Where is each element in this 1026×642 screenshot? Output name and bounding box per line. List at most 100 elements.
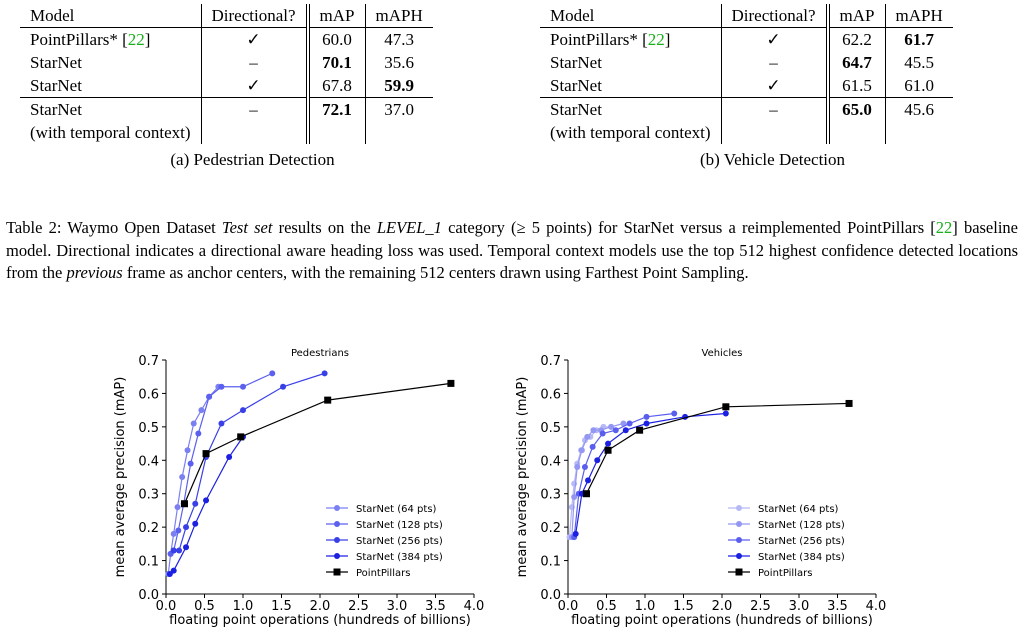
data-point xyxy=(324,396,332,404)
caption-text: category (≥ 5 points) for StarNet versus… xyxy=(441,218,936,237)
data-point xyxy=(636,426,644,434)
caption-text: frame as anchor centers, with the remain… xyxy=(122,263,749,282)
legend-label: StarNet (384 pts) xyxy=(758,552,845,563)
y-tick-label: 0.7 xyxy=(138,354,159,369)
maph-cell: 47.3 xyxy=(384,30,414,49)
chart-title: Pedestrians xyxy=(291,348,349,359)
data-point xyxy=(184,447,191,454)
model-cell: StarNet xyxy=(20,74,201,98)
table-header-row: Model Directional? mAP mAPH xyxy=(20,4,433,28)
x-axis-label: floating point operations (hundreds of b… xyxy=(571,613,873,628)
y-axis-label: mean average precision (mAP) xyxy=(113,377,128,578)
legend-marker xyxy=(736,537,742,543)
y-axis-label: mean average precision (mAP) xyxy=(515,377,530,578)
table-row: StarNet –70.1 35.6 xyxy=(20,51,433,74)
data-point xyxy=(203,497,210,504)
legend-marker xyxy=(334,537,340,543)
y-tick-label: 0.6 xyxy=(540,387,561,402)
header-maph: mAPH xyxy=(365,4,433,28)
data-point xyxy=(218,420,225,427)
model-name: StarNet xyxy=(550,53,602,72)
data-point xyxy=(605,440,612,447)
x-tick-label: 1.0 xyxy=(635,599,656,614)
data-point xyxy=(574,463,581,470)
citation-link[interactable]: 22 xyxy=(647,30,665,49)
y-tick-label: 0.4 xyxy=(138,454,159,469)
data-point xyxy=(608,423,615,430)
legend-label: StarNet (256 pts) xyxy=(758,536,845,547)
caption-emph: Test set xyxy=(221,218,273,237)
data-point xyxy=(202,450,210,458)
y-tick-label: 0.1 xyxy=(540,555,561,570)
data-point xyxy=(170,567,177,574)
map-cell: 65.0 xyxy=(827,97,886,144)
legend-marker xyxy=(333,568,341,576)
data-point xyxy=(192,520,199,527)
subcaption-a: (a) Pedestrian Detection xyxy=(170,150,335,169)
legend-marker xyxy=(334,505,340,511)
maph-cell: 45.6 xyxy=(885,97,953,144)
header-model: Model xyxy=(540,4,722,28)
legend-label: StarNet (256 pts) xyxy=(356,536,443,547)
map-cell: 61.5 xyxy=(827,74,886,98)
directional-cell: ✓ xyxy=(720,27,830,51)
x-tick-label: 2.0 xyxy=(310,599,331,614)
table-row: StarNet –64.7 45.5 xyxy=(540,51,953,74)
y-tick-label: 0.7 xyxy=(540,354,561,369)
caption-text: ] baseline model. Directional indicates … xyxy=(6,218,1019,282)
model-name: StarNet xyxy=(550,76,602,95)
data-point xyxy=(183,524,190,531)
y-tick-label: 0.6 xyxy=(138,387,159,402)
map-cell: 67.8 xyxy=(307,74,366,98)
legend-label: PointPillars xyxy=(758,568,812,579)
x-axis-label: floating point operations (hundreds of b… xyxy=(169,613,471,628)
data-point xyxy=(671,410,678,417)
header-map: mAP xyxy=(827,4,886,28)
legend-marker xyxy=(736,553,742,559)
map-cell: 60.0 xyxy=(307,27,366,51)
model-cell: PointPillars* [22] xyxy=(30,30,151,49)
data-point xyxy=(170,530,177,537)
y-tick-label: 0.0 xyxy=(138,588,159,603)
data-point xyxy=(590,427,597,434)
y-tick-label: 0.4 xyxy=(540,454,561,469)
x-tick-label: 3.5 xyxy=(827,599,848,614)
map-cell: 64.7 xyxy=(827,51,886,74)
table-row: StarNet (with temporal context) –72.1 37.0 xyxy=(20,97,433,144)
header-directional: Directional? xyxy=(720,4,830,28)
data-point xyxy=(582,490,590,498)
data-point xyxy=(218,383,225,390)
caption-emph: previous xyxy=(66,263,123,282)
data-point xyxy=(571,494,578,501)
legend-marker xyxy=(735,568,743,576)
data-point xyxy=(237,433,245,441)
citation-link[interactable]: 22 xyxy=(127,30,145,49)
table-header-row: Model Directional? mAP mAPH xyxy=(540,4,953,28)
chart-title: Vehicles xyxy=(702,348,743,359)
model-note: (with temporal context) xyxy=(550,123,711,142)
directional-cell: – xyxy=(720,97,830,144)
model-cell: StarNet (with temporal context) xyxy=(540,97,722,144)
legend-label: StarNet (128 pts) xyxy=(758,520,845,531)
caption-label: Table 2: xyxy=(6,218,62,237)
data-point xyxy=(722,410,729,417)
data-point xyxy=(585,477,592,484)
table-caption: Table 2: Waymo Open Dataset Test set res… xyxy=(6,217,1018,285)
y-tick-label: 0.3 xyxy=(138,488,159,503)
data-point xyxy=(176,547,183,554)
data-point xyxy=(447,379,455,387)
y-tick-label: 0.5 xyxy=(540,421,561,436)
data-point xyxy=(198,407,205,414)
data-point xyxy=(206,393,213,400)
maph-cell: 61.7 xyxy=(904,30,934,49)
citation-link[interactable]: 22 xyxy=(935,218,953,237)
series-line xyxy=(167,386,219,575)
data-point xyxy=(581,463,588,470)
legend-marker xyxy=(736,505,742,511)
model-name: StarNet xyxy=(30,76,82,95)
model-cell: PointPillars* [22] xyxy=(550,30,671,49)
x-tick-label: 1.5 xyxy=(673,599,694,614)
caption-text: Waymo Open Dataset xyxy=(61,218,222,237)
legend-label: StarNet (64 pts) xyxy=(356,504,437,515)
data-point xyxy=(280,383,287,390)
